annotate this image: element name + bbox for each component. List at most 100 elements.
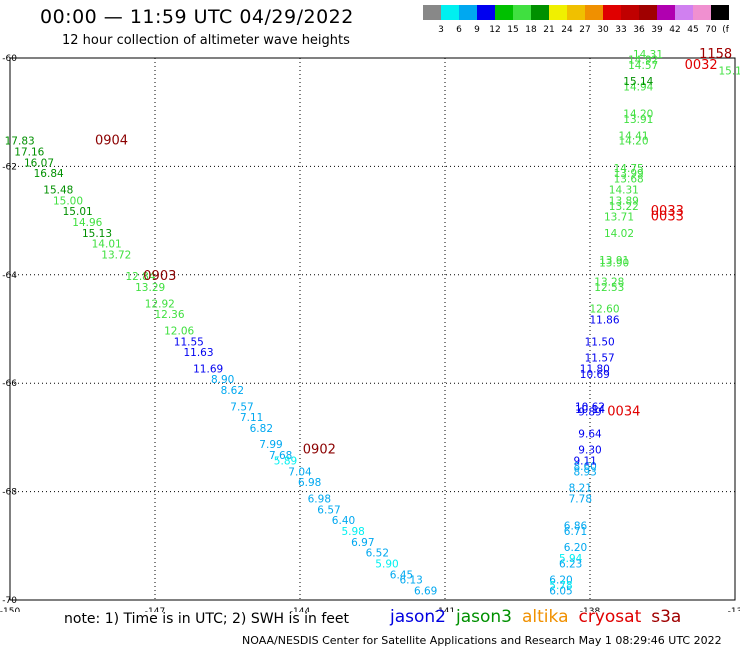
swh-value: 6.57 [317, 504, 340, 516]
colorbar-label: 18 [525, 25, 537, 35]
swh-value: 14.01 [92, 239, 122, 251]
colorbar-swatch [603, 5, 621, 20]
colorbar-label: 12 [489, 25, 500, 35]
swh-value: 9.89 [578, 407, 601, 419]
colorbar-label: 15 [507, 25, 518, 35]
swh-value: 14.92 [628, 54, 658, 66]
swh-value: 10.14 [575, 404, 605, 416]
track-time-label: 1158 [699, 47, 732, 62]
colorbar-label: 3 [438, 25, 444, 35]
satellite-legend: jason2 jason3 altika cryosat s3a [390, 607, 691, 627]
track-time-label: 0033 [651, 204, 684, 219]
satellite-s3a: s3a [651, 607, 682, 627]
swh-value: 12.60 [589, 304, 619, 316]
swh-value: 15.01 [63, 206, 93, 218]
colorbar-swatch [693, 5, 711, 20]
x-tick-label: -147 [145, 607, 165, 612]
swh-value: 12.84 [125, 271, 155, 283]
colorbar-label: 39 [651, 25, 663, 35]
swh-value: 8.21 [569, 483, 592, 495]
swh-value: 5.78 [549, 580, 572, 592]
y-tick-label: -60 [2, 54, 17, 64]
swh-value: 11.80 [580, 363, 610, 375]
swh-value: 9.30 [578, 445, 601, 457]
colorbar-label: 36 [633, 25, 645, 35]
x-tick-label: -144 [290, 607, 311, 612]
swh-value: 11.86 [589, 315, 619, 327]
swh-value: 13.68 [614, 174, 644, 186]
footer-credit: NOAA/NESDIS Center for Satellite Applica… [242, 634, 722, 647]
colorbar-label: 9 [474, 25, 480, 35]
x-tick-label: -150 [0, 607, 20, 612]
swh-value: 14.20 [623, 109, 653, 121]
swh-value: 11.55 [174, 336, 204, 348]
swh-value: 5.89 [274, 456, 297, 468]
wave-height-plot: -150 -147 -144 -141 -138 -13 -60 -62 -64 -66 -68 -7… [0, 47, 740, 612]
swh-value: 6.13 [399, 575, 422, 587]
colorbar-swatch [531, 5, 549, 20]
chart-subtitle: 12 hour collection of altimeter wave hei… [62, 33, 350, 48]
x-tick-label: -13 [728, 607, 740, 612]
colorbar-swatch [441, 5, 459, 20]
swh-value: 9.11 [573, 456, 596, 468]
swh-value: 6.86 [564, 521, 588, 533]
satellite-jason2: jason2 [390, 607, 446, 627]
swh-value: 11.57 [585, 353, 615, 365]
swh-value: 14.94 [623, 82, 653, 94]
track-time-label: 0032 [685, 58, 718, 73]
swh-value: 7.11 [240, 412, 263, 424]
swh-value: 9.64 [578, 428, 602, 440]
colorbar-label: 6 [456, 25, 462, 35]
swh-value: 13.90 [599, 258, 629, 270]
swh-value: 6.71 [564, 526, 587, 538]
swh-value: 15.1 [718, 65, 740, 77]
swh-value: 6.20 [564, 542, 587, 554]
swh-value: 13.91 [599, 255, 629, 267]
colorbar-swatch [513, 5, 531, 20]
y-tick-label: -68 [2, 488, 17, 498]
swh-value: 10.69 [580, 369, 610, 381]
swh-value: 13.28 [594, 277, 624, 289]
swh-value: 6.52 [366, 548, 389, 560]
colorbar-swatch [459, 5, 477, 20]
swh-value: 7.99 [259, 439, 282, 451]
swh-value: 11.50 [585, 336, 615, 348]
swh-value: 7.57 [230, 401, 253, 413]
colorbar-label: 30 [597, 25, 609, 35]
colorbar-swatch [477, 5, 495, 20]
colorbar-swatch [585, 5, 603, 20]
swh-value: 15.13 [82, 228, 112, 240]
swh-value: 14.96 [72, 217, 102, 229]
swh-value: 6.45 [390, 569, 413, 581]
swh-value: 6.82 [250, 423, 273, 435]
y-tick-label: -66 [2, 379, 17, 389]
colorbar-label: 27 [579, 25, 590, 35]
track-time-label: 0902 [303, 443, 336, 458]
y-tick-label: -62 [2, 162, 17, 172]
swh-value: 8.93 [573, 466, 596, 478]
y-tick-label: -70 [2, 596, 17, 606]
swh-value: 13.91 [623, 114, 653, 126]
swh-value: 6.98 [298, 477, 321, 489]
swh-value: 13.71 [604, 212, 634, 224]
swh-value: 14.75 [614, 163, 644, 175]
track-time-label: 0904 [95, 134, 128, 149]
footer-note: note: 1) Time is in UTC; 2) SWH is in fe… [64, 611, 350, 627]
satellite-altika: altika [522, 607, 569, 627]
swh-value: 5.94 [559, 553, 583, 565]
swh-value: 5.98 [341, 526, 364, 538]
swh-value: 7.04 [288, 466, 312, 478]
swh-value: 15.00 [53, 195, 83, 207]
swh-value: 14.31 [633, 49, 663, 61]
swh-value: 14.02 [604, 228, 634, 240]
swh-value: 6.23 [559, 558, 582, 570]
colorbar-label: 24 [561, 25, 573, 35]
track-time-label: 0033 [651, 210, 684, 225]
swh-value: 14.41 [618, 130, 648, 142]
track-time-label: 0903 [143, 269, 176, 284]
swh-value: 10.62 [575, 401, 605, 413]
colorbar-label: 33 [615, 25, 626, 35]
swh-value: 6.20 [549, 575, 572, 587]
swh-value: 15.14 [623, 76, 653, 88]
